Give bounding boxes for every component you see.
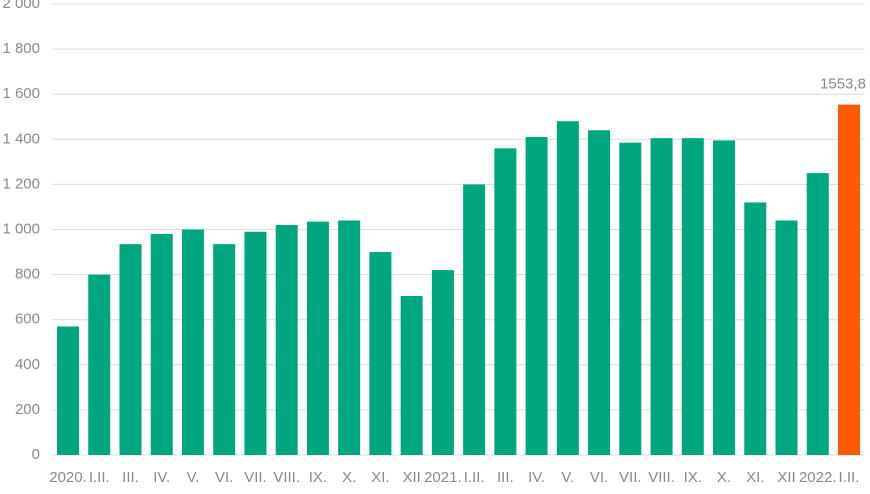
bar <box>275 224 298 455</box>
y-tick-label: 400 <box>15 356 40 373</box>
y-tick-label: 1 800 <box>2 40 40 57</box>
y-tick-label: 800 <box>15 266 40 283</box>
x-tick-label: XI. <box>746 469 764 486</box>
x-tick-label: VII. <box>244 469 267 486</box>
x-tick-label: 2021. <box>424 469 462 486</box>
x-tick-label: IV. <box>153 469 170 486</box>
bar <box>244 231 267 455</box>
x-tick-label: V. <box>187 469 200 486</box>
value-label: 1553,8 <box>820 76 866 93</box>
y-tick-label: 600 <box>15 311 40 328</box>
x-tick-label: XI. <box>371 469 389 486</box>
bar <box>525 137 548 456</box>
bar <box>619 142 642 455</box>
bar <box>681 138 704 456</box>
bar <box>88 274 111 455</box>
x-tick-label: I.II. <box>89 469 110 486</box>
x-tick-label: X. <box>342 469 356 486</box>
x-tick-label: III. <box>497 469 514 486</box>
x-tick-label: I.II. <box>464 469 485 486</box>
y-tick-label: 1 400 <box>2 130 40 147</box>
bar <box>837 104 860 455</box>
bar <box>338 220 361 455</box>
x-tick-label: VI. <box>215 469 233 486</box>
bar <box>400 296 423 455</box>
y-tick-label: 1 000 <box>2 220 40 237</box>
x-tick-label: XII <box>777 469 795 486</box>
y-tick-label: 2 000 <box>2 0 40 12</box>
y-tick-label: 0 <box>32 446 40 463</box>
x-tick-label: VIII. <box>648 469 675 486</box>
bar <box>213 244 236 455</box>
x-tick-label: VI. <box>590 469 608 486</box>
bar <box>744 202 767 455</box>
bar <box>650 138 673 456</box>
bar <box>369 252 392 455</box>
x-tick-label: XII <box>402 469 420 486</box>
bar <box>119 244 142 455</box>
x-tick-label: V. <box>561 469 574 486</box>
bar <box>57 326 80 455</box>
bar <box>463 184 486 455</box>
x-tick-label: 2020. <box>49 469 87 486</box>
bar <box>181 229 204 455</box>
bar <box>775 220 798 455</box>
x-tick-label: VIII. <box>273 469 300 486</box>
x-tick-label: IV. <box>528 469 545 486</box>
x-tick-label: IX. <box>309 469 327 486</box>
y-tick-label: 1 200 <box>2 175 40 192</box>
bar <box>713 140 736 456</box>
y-tick-label: 200 <box>15 401 40 418</box>
bar <box>494 148 517 455</box>
bar <box>556 121 579 455</box>
y-tick-label: 1 600 <box>2 85 40 102</box>
bar <box>806 173 829 455</box>
bar <box>431 270 454 455</box>
x-tick-label: III. <box>122 469 139 486</box>
x-tick-label: IX. <box>684 469 702 486</box>
x-tick-label: I.II. <box>839 469 860 486</box>
x-tick-label: VII. <box>619 469 642 486</box>
bar <box>306 221 329 455</box>
bar <box>150 234 173 455</box>
x-tick-label: 2022. <box>799 469 837 486</box>
bar <box>588 130 611 455</box>
x-tick-label: X. <box>717 469 731 486</box>
